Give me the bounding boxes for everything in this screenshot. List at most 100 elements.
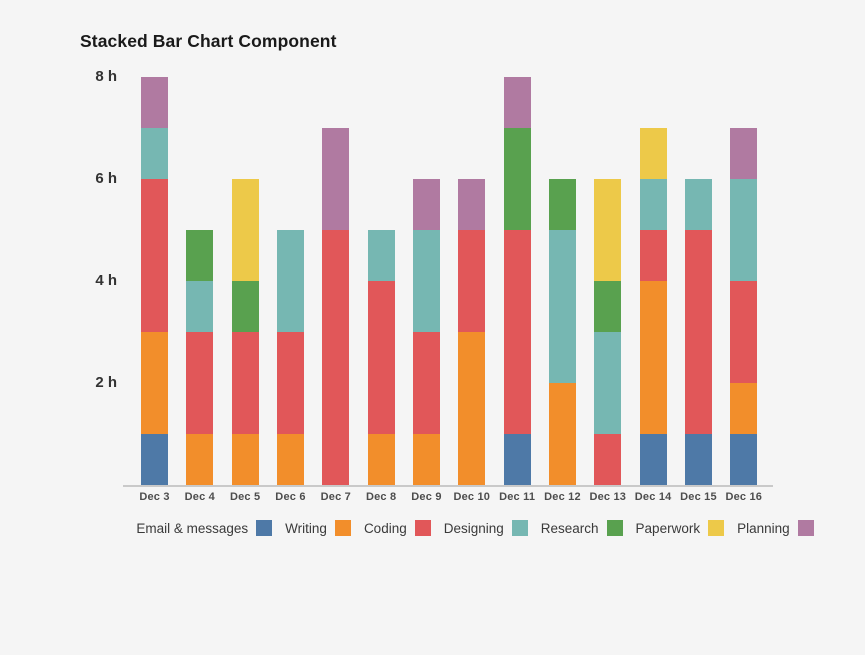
x-tick-label: Dec 13 xyxy=(589,491,627,503)
x-tick-label: Dec 10 xyxy=(453,491,491,503)
legend-item-research[interactable]: Research xyxy=(541,520,623,536)
bar-segment-writing[interactable] xyxy=(639,281,667,434)
bar-segment-writing[interactable] xyxy=(276,434,304,485)
bar-segment-planning[interactable] xyxy=(730,128,758,179)
x-tick-label: Dec 15 xyxy=(680,491,717,503)
chart-title: Stacked Bar Chart Component xyxy=(80,31,337,51)
legend-item-paperwork[interactable]: Paperwork xyxy=(636,520,725,536)
bar-segment-research[interactable] xyxy=(548,179,576,230)
bar-segment-coding[interactable] xyxy=(231,332,259,434)
bar-segment-designing[interactable] xyxy=(639,179,667,230)
bar-segment-designing[interactable] xyxy=(186,281,214,332)
legend-label: Paperwork xyxy=(635,520,701,536)
bar-segment-coding[interactable] xyxy=(141,179,168,332)
x-tick-label: Dec 5 xyxy=(229,491,261,503)
bar-segment-writing[interactable] xyxy=(231,434,259,485)
plot-area: 2 h 4 h 6 h 8 h Dec 3 Dec 4 Dec 5 Dec 6 Dec 7 De… xyxy=(95,69,773,503)
bar-segment-writing[interactable] xyxy=(367,434,395,485)
x-tick-label: Dec 14 xyxy=(634,491,672,503)
bar-segment-planning[interactable] xyxy=(412,179,440,230)
legend-item-coding[interactable]: Coding xyxy=(364,520,431,536)
bar-segment-planning[interactable] xyxy=(322,128,350,230)
legend-swatch-icon xyxy=(606,520,623,536)
bar-segment-writing[interactable] xyxy=(141,332,168,434)
bar-segment-designing[interactable] xyxy=(684,179,712,230)
legend-label: Planning xyxy=(737,520,790,536)
bar-segment-writing[interactable] xyxy=(458,332,486,485)
bar-segment-coding[interactable] xyxy=(367,281,395,434)
bar-segment-email-messages[interactable] xyxy=(503,434,531,485)
legend-label: Email & messages xyxy=(136,520,249,536)
bar-segment-planning[interactable] xyxy=(503,77,531,128)
bar-dec-10[interactable] xyxy=(458,179,486,485)
legend-swatch-icon xyxy=(334,520,351,536)
x-tick-label: Dec 4 xyxy=(184,491,215,503)
bar-segment-writing[interactable] xyxy=(186,434,214,485)
bar-segment-coding[interactable] xyxy=(594,434,622,485)
bar-segment-planning[interactable] xyxy=(141,77,168,128)
bar-dec-12[interactable] xyxy=(548,179,576,485)
bar-segment-coding[interactable] xyxy=(458,230,486,332)
bar-segment-research[interactable] xyxy=(503,128,531,230)
bar-segment-coding[interactable] xyxy=(684,230,712,434)
bar-segment-writing[interactable] xyxy=(730,383,758,434)
bar-segment-coding[interactable] xyxy=(639,230,667,281)
bar-segment-coding[interactable] xyxy=(730,281,758,383)
x-tick-label: Dec 11 xyxy=(499,491,536,503)
bar-segment-research[interactable] xyxy=(231,281,259,332)
bar-dec-13[interactable] xyxy=(594,179,622,485)
legend-swatch-icon xyxy=(414,520,431,536)
bar-segment-research[interactable] xyxy=(186,230,214,281)
bar-dec-5[interactable] xyxy=(231,179,259,485)
legend-item-planning[interactable]: Planning xyxy=(737,520,814,536)
bar-dec-3[interactable] xyxy=(141,77,168,485)
bar-dec-4[interactable] xyxy=(186,230,214,485)
legend-label: Designing xyxy=(443,520,504,536)
bar-segment-paperwork[interactable] xyxy=(639,128,667,179)
legend-label: Writing xyxy=(285,520,327,536)
x-axis-line xyxy=(123,485,773,487)
bar-segment-email-messages[interactable] xyxy=(639,434,667,485)
bar-segment-designing[interactable] xyxy=(594,332,622,434)
x-tick-label: Dec 7 xyxy=(320,491,351,503)
legend-item-email-messages[interactable]: Email & messages xyxy=(136,520,273,536)
legend-swatch-icon xyxy=(256,520,273,536)
bar-segment-designing[interactable] xyxy=(548,230,576,383)
bar-segment-paperwork[interactable] xyxy=(594,179,622,281)
bar-segment-coding[interactable] xyxy=(186,332,214,434)
x-tick-label: Dec 6 xyxy=(275,491,306,503)
y-tick-label: 8 h xyxy=(95,68,117,85)
bar-dec-6[interactable] xyxy=(276,230,304,485)
bar-segment-coding[interactable] xyxy=(503,230,531,434)
legend-swatch-icon xyxy=(708,520,725,536)
bar-segment-designing[interactable] xyxy=(367,230,395,281)
bar-segment-planning[interactable] xyxy=(458,179,486,230)
bar-segment-email-messages[interactable] xyxy=(730,434,758,485)
y-tick-label: 2 h xyxy=(95,374,117,391)
bar-segment-designing[interactable] xyxy=(730,179,758,281)
bar-dec-8[interactable] xyxy=(367,230,395,485)
bar-segment-writing[interactable] xyxy=(412,434,440,485)
bar-segment-designing[interactable] xyxy=(276,230,304,332)
bar-segment-designing[interactable] xyxy=(141,128,168,179)
bar-dec-15[interactable] xyxy=(684,179,712,485)
bar-dec-11[interactable] xyxy=(503,77,531,485)
bar-segment-email-messages[interactable] xyxy=(141,434,168,485)
bar-segment-paperwork[interactable] xyxy=(231,179,259,281)
bar-dec-7[interactable] xyxy=(322,128,350,485)
bar-segment-coding[interactable] xyxy=(276,332,304,434)
legend-item-designing[interactable]: Designing xyxy=(444,520,528,536)
bar-segment-designing[interactable] xyxy=(412,230,440,332)
bar-segment-writing[interactable] xyxy=(548,383,576,485)
bar-segment-coding[interactable] xyxy=(322,230,350,485)
bar-segment-coding[interactable] xyxy=(412,332,440,434)
legend-item-writing[interactable]: Writing xyxy=(285,520,351,536)
y-tick-label: 6 h xyxy=(95,170,117,187)
legend-label: Coding xyxy=(363,520,407,536)
bar-segment-research[interactable] xyxy=(594,281,622,332)
bar-dec-9[interactable] xyxy=(412,179,440,485)
bar-dec-16[interactable] xyxy=(730,128,758,485)
bar-segment-email-messages[interactable] xyxy=(684,434,712,485)
bar-dec-14[interactable] xyxy=(639,128,667,485)
